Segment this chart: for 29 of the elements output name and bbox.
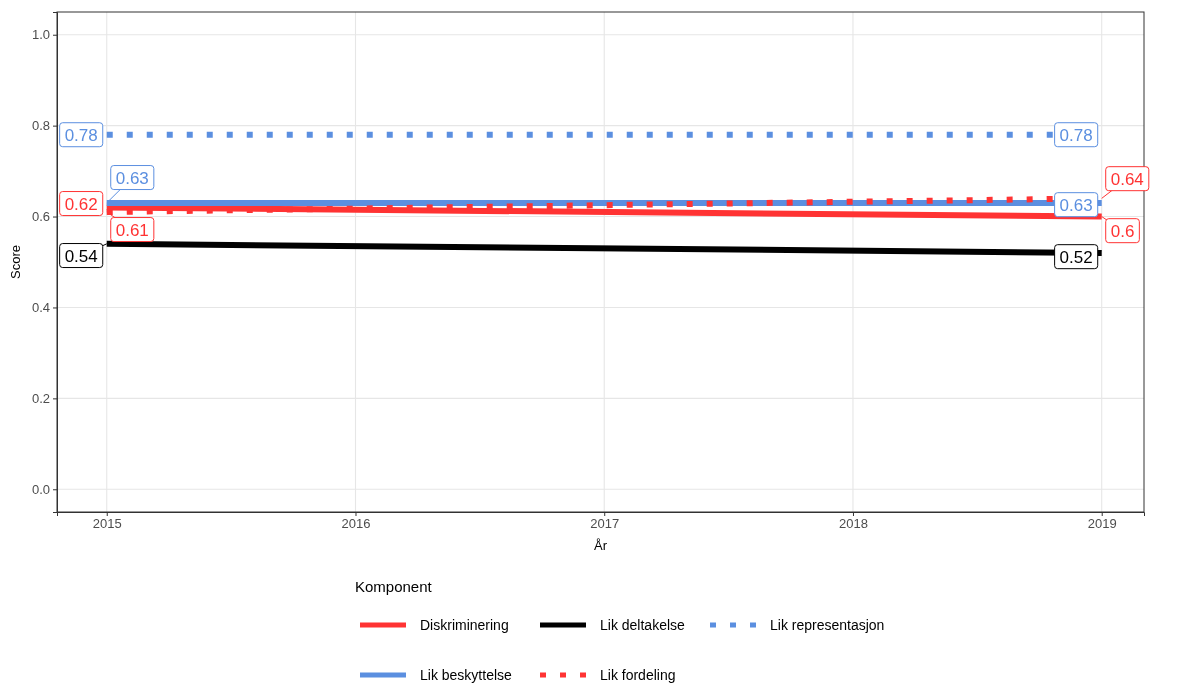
data-label: 0.78 xyxy=(64,125,98,145)
legend-label: Lik deltakelse xyxy=(600,617,686,633)
y-tick-label: 1.0 xyxy=(31,27,50,43)
legend-label: Lik beskyttelse xyxy=(420,667,513,683)
data-label: 0.64 xyxy=(1110,169,1144,189)
y-tick-label: 0.8 xyxy=(31,118,50,134)
data-label: 0.61 xyxy=(115,220,149,240)
data-label: 0.6 xyxy=(1110,221,1135,241)
legend-label: Lik representasjon xyxy=(770,617,885,633)
y-tick-label: 0.2 xyxy=(31,391,50,407)
data-label: 0.62 xyxy=(64,194,98,214)
data-label: 0.63 xyxy=(1059,195,1093,215)
x-tick-label: 2018 xyxy=(839,516,868,532)
x-tick-label: 2015 xyxy=(92,516,122,532)
x-axis-title: År xyxy=(594,538,608,553)
x-tick-label: 2016 xyxy=(341,516,371,532)
data-label: 0.52 xyxy=(1059,247,1093,267)
data-label: 0.78 xyxy=(1059,125,1093,145)
y-tick-label: 0.0 xyxy=(31,481,50,497)
data-label: 0.54 xyxy=(64,246,98,266)
x-tick-label: 2017 xyxy=(590,516,620,532)
legend-label: Lik fordeling xyxy=(600,667,676,683)
legend-label: Diskriminering xyxy=(420,617,509,633)
legend-title: Komponent xyxy=(355,578,433,595)
y-tick-label: 0.4 xyxy=(31,300,50,316)
data-label: 0.63 xyxy=(115,168,149,188)
y-tick-label: 0.6 xyxy=(31,209,50,225)
x-tick-label: 2019 xyxy=(1087,516,1117,532)
y-axis-title: Score xyxy=(8,245,23,279)
